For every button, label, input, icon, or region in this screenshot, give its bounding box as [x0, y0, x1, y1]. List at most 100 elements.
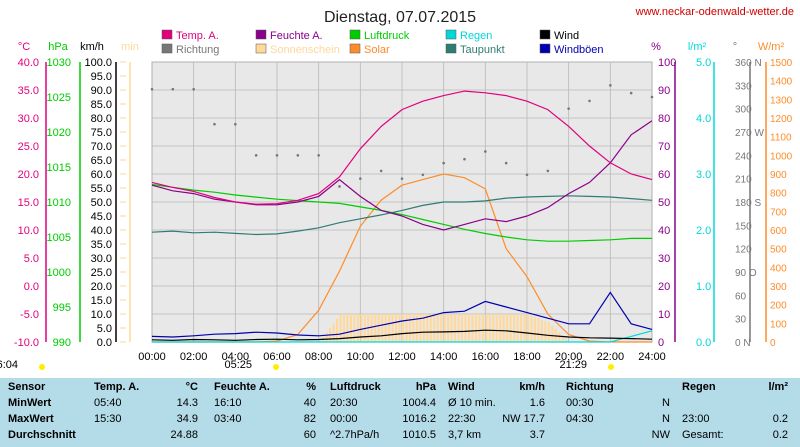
temp-tick: 25.0	[18, 141, 39, 153]
rain-tick: 3.0	[696, 169, 711, 181]
sunshine-bar	[346, 314, 349, 342]
axis-unit: l/m²	[688, 41, 707, 53]
sunshine-bar	[471, 314, 474, 342]
legend-label: Sonnenschein	[270, 44, 340, 56]
axis-unit: W/m²	[758, 41, 785, 53]
sunshine-bar	[509, 314, 512, 342]
direction-tick: 240	[735, 151, 752, 162]
time-tick: 08:00	[305, 351, 333, 363]
sunshine-bar	[415, 314, 418, 342]
table-cell: 20:30	[330, 397, 358, 409]
direction-tick: 210	[735, 175, 752, 186]
direction-point	[379, 169, 383, 173]
sun-marker	[273, 364, 279, 370]
wind-tick: 5.0	[97, 323, 112, 335]
sunshine-bar	[540, 319, 543, 342]
sunshine-bar	[506, 314, 509, 342]
direction-point	[275, 154, 279, 157]
direction-point	[546, 169, 550, 173]
sunshine-bar	[356, 314, 359, 342]
sunshine-bar	[360, 314, 363, 342]
table-cell: 3.7	[529, 429, 545, 441]
solar-tick: 200	[770, 301, 787, 312]
sunshine-bar	[349, 314, 352, 342]
direction-point	[400, 177, 404, 180]
pressure-tick: 1015	[47, 162, 71, 174]
table-cell: 0.2	[772, 429, 788, 441]
table-header-unit: l/m²	[768, 381, 788, 393]
legend-swatch	[539, 29, 551, 40]
direction-point	[150, 87, 154, 91]
sunshine-bar	[565, 338, 568, 342]
direction-point	[296, 154, 300, 157]
direction-point	[421, 173, 425, 177]
direction-points	[150, 84, 654, 188]
temp-tick: 35.0	[18, 85, 39, 97]
pressure-tick: 1010	[47, 197, 71, 209]
table-cell: Ø 10 min.	[448, 397, 496, 409]
solar-tick: 700	[770, 207, 787, 218]
direction-point	[609, 84, 612, 87]
table-cell: 15:30	[94, 413, 122, 425]
legend-swatch	[349, 43, 361, 54]
table-cell: 1010.5	[402, 429, 436, 441]
series-luftdruck	[151, 183, 652, 242]
solar-tick: 1000	[770, 151, 793, 162]
sunshine-bar	[374, 314, 377, 342]
wind-tick: 80.0	[91, 113, 112, 125]
sun-marker	[608, 364, 614, 370]
site-url[interactable]: www.neckar-odenwald-wetter.de	[635, 6, 794, 18]
direction-point	[442, 161, 445, 165]
wind-tick: 90.0	[91, 85, 112, 97]
sunshine-bar	[478, 314, 481, 342]
axis-units: °C hPa km/h min% l/m² ° W/m²	[18, 41, 785, 53]
legend-swatch	[445, 29, 457, 40]
table-header: Wind	[448, 381, 475, 393]
table-cell: 1016.2	[402, 413, 436, 425]
direction-tick: 120	[735, 245, 752, 256]
wind-tick: 30.0	[91, 253, 112, 265]
temp-tick: -10.0	[14, 337, 39, 349]
table-header-unit: km/h	[519, 381, 545, 393]
sunshine-bar	[440, 314, 443, 342]
direction-tick: 330	[735, 81, 752, 92]
pressure-tick: 995	[53, 302, 71, 314]
sunshine-bar	[422, 314, 425, 342]
weather-chart: Dienstag, 07.07.2015 www.neckar-odenwald…	[0, 6, 794, 371]
table-row-label: MinWert	[8, 397, 52, 409]
legend-swatch	[445, 43, 457, 54]
wind-tick: 60.0	[91, 169, 112, 181]
wind-tick: 40.0	[91, 225, 112, 237]
axis-unit: °	[733, 41, 737, 53]
wind-tick: 70.0	[91, 141, 112, 153]
temp-tick: 0.0	[24, 281, 39, 293]
sunshine-bar	[447, 314, 450, 342]
sunshine-bar	[436, 314, 439, 342]
sunshine-bar	[391, 314, 394, 342]
sunshine-bar	[513, 314, 516, 342]
percent-tick: 100	[658, 57, 676, 69]
solar-tick: 1200	[770, 114, 793, 125]
table-cell: 03:40	[214, 413, 242, 425]
direction-point	[192, 87, 195, 91]
sunshine-bar	[561, 335, 564, 342]
direction-tick: 360 N	[735, 58, 762, 69]
table-header: Temp. A.	[94, 381, 140, 393]
temp-tick: -5.0	[20, 309, 39, 321]
wind-tick: 35.0	[91, 239, 112, 251]
direction-tick: 180 S	[735, 198, 761, 209]
time-tick: 04:00	[222, 351, 250, 363]
sun-marker	[39, 364, 45, 370]
sunshine-bar	[516, 314, 519, 342]
sunshine-bar	[429, 314, 432, 342]
legend-swatch	[539, 43, 551, 54]
temp-tick: 20.0	[18, 169, 39, 181]
legend-label: Solar	[364, 44, 390, 56]
table-cell: 40	[303, 397, 316, 409]
sunshine-bar	[464, 314, 467, 342]
sunshine-bar	[450, 314, 453, 342]
direction-point	[588, 99, 591, 103]
sun-event-time: 05:25	[224, 359, 252, 371]
temp-tick: 5.0	[24, 253, 39, 265]
legend-swatch	[349, 29, 361, 40]
